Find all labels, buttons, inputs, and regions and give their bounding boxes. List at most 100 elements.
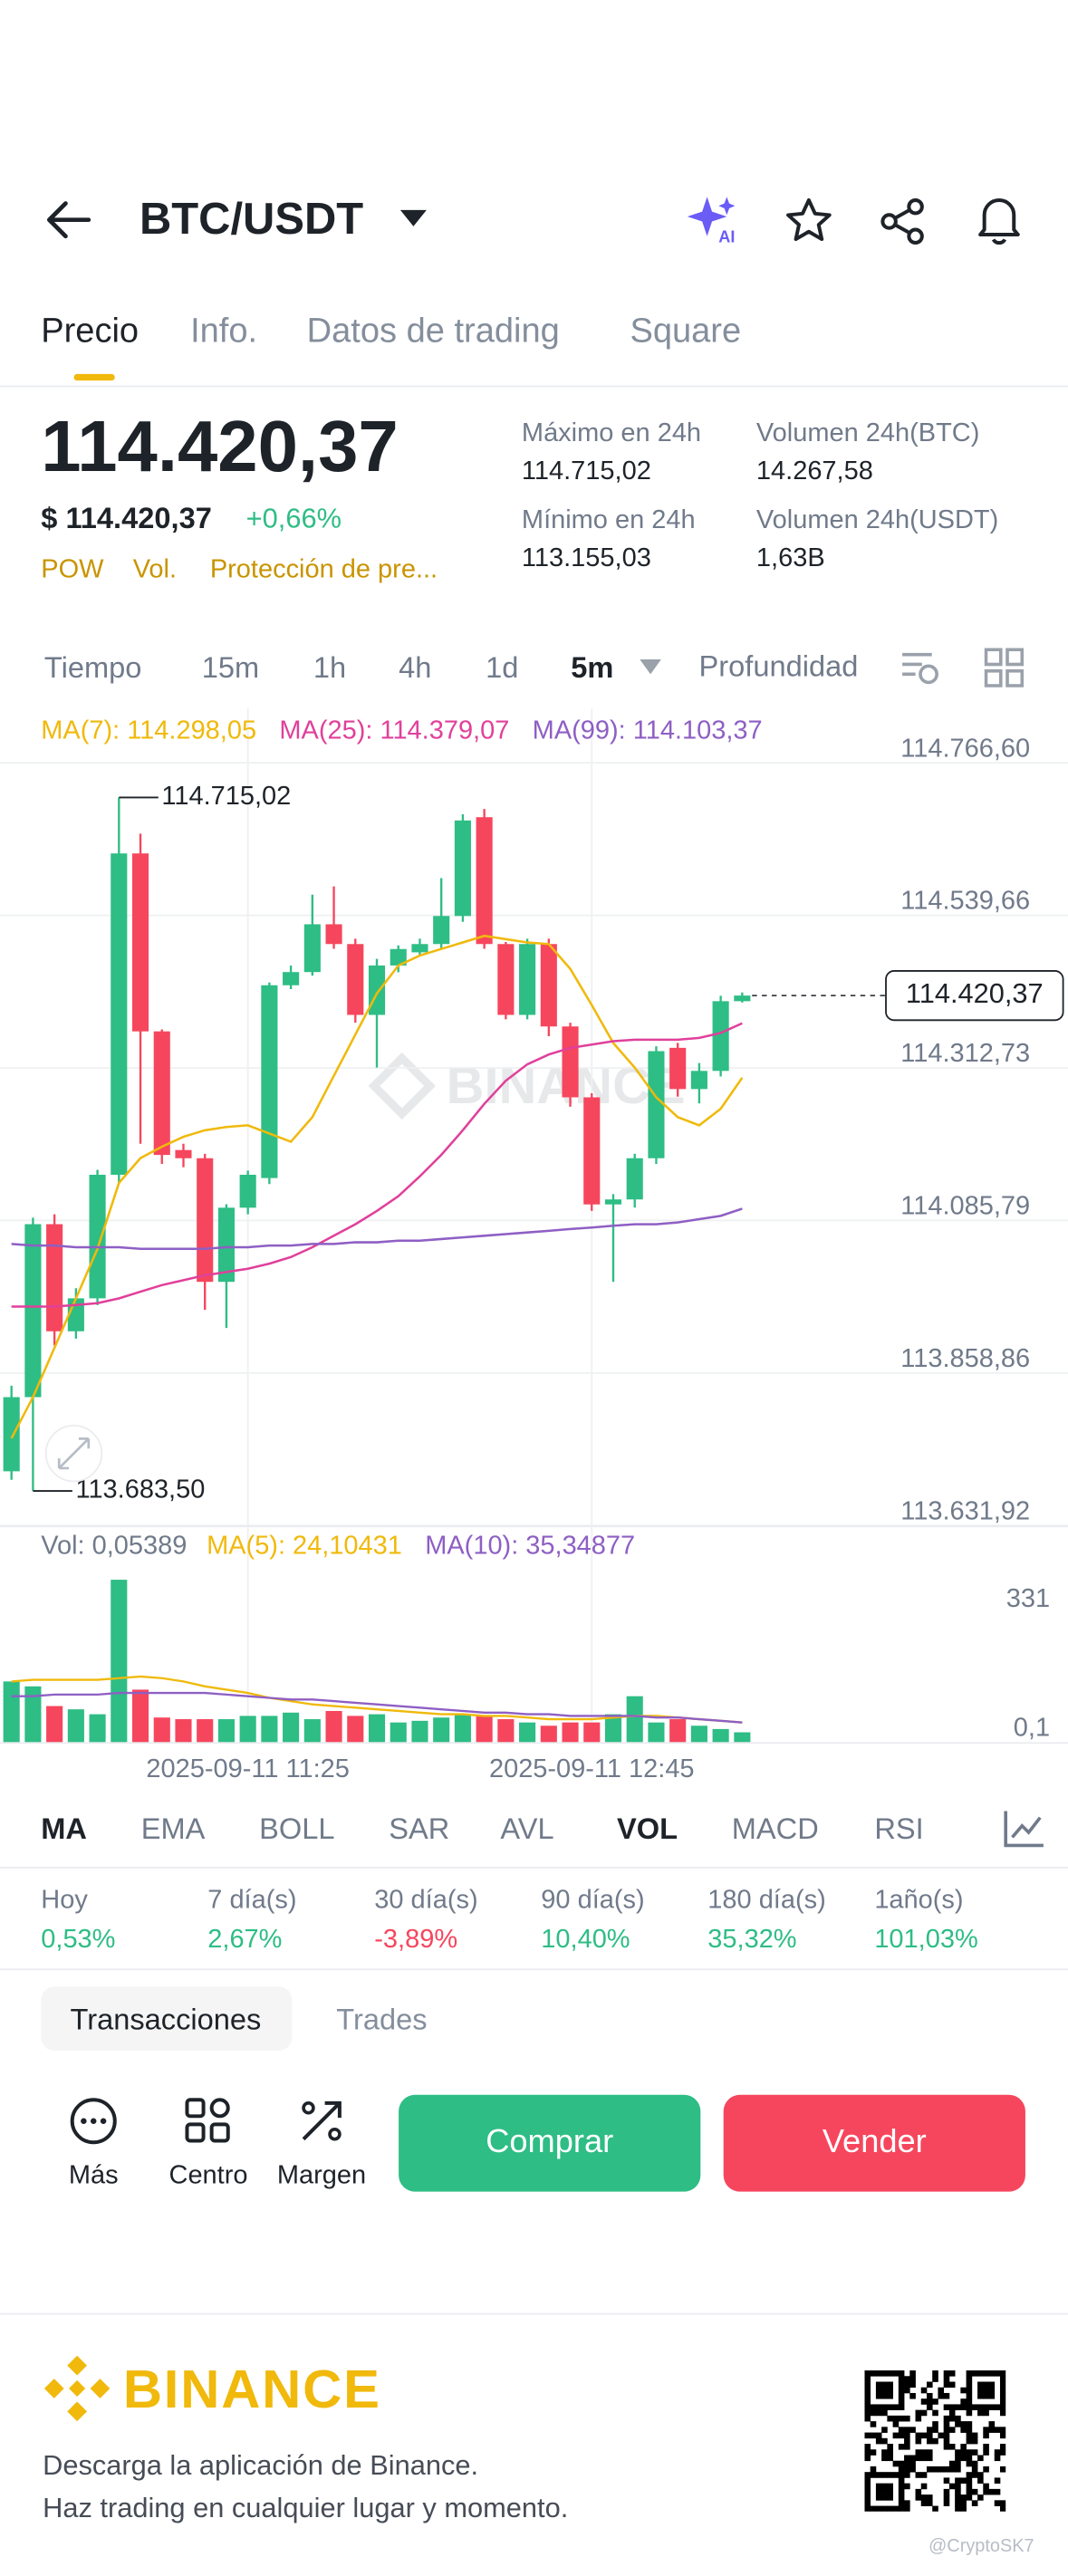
indicator[interactable]: MACD [731, 1812, 819, 1846]
share[interactable] [880, 197, 928, 245]
qr-module [887, 2505, 893, 2512]
volume-bar [626, 1696, 643, 1743]
order-tab[interactable]: Transacciones [70, 2003, 262, 2036]
qr-module [983, 2427, 989, 2433]
qr-module [943, 2415, 950, 2422]
pair[interactable]: BTC/USDT [139, 194, 364, 244]
qr-module [999, 2432, 1006, 2439]
interval[interactable]: Tiempo [43, 651, 142, 685]
qr-module [943, 2376, 950, 2382]
qr-module [881, 2404, 888, 2411]
qr-module [881, 2437, 888, 2445]
back-button[interactable] [43, 198, 91, 241]
candle-body [669, 1047, 687, 1090]
qr-module [898, 2404, 905, 2411]
qr-module [977, 2455, 984, 2462]
qr-module [988, 2370, 996, 2377]
candle-body [433, 916, 450, 945]
sell-button[interactable]: Vender [723, 2094, 1025, 2192]
qr-module [864, 2432, 871, 2439]
qr-module [955, 2421, 961, 2427]
qr-module [887, 2449, 893, 2456]
candle-body [519, 944, 536, 1015]
performance-value: 35,32% [707, 1926, 797, 1955]
qr-module [870, 2404, 877, 2411]
volume-bar [347, 1716, 364, 1743]
qr-module [898, 2460, 905, 2467]
tab-pill[interactable] [41, 1986, 293, 2051]
layout-toggle[interactable] [984, 648, 1025, 687]
tab[interactable]: Datos de trading [306, 312, 560, 351]
ma-line [11, 1022, 743, 1308]
qr-module [966, 2398, 973, 2405]
dropdown[interactable] [399, 208, 428, 228]
interval[interactable]: 4h [399, 651, 432, 685]
indicator[interactable]: BOLL [259, 1812, 335, 1846]
ai-button[interactable]: AI [686, 194, 742, 246]
action-label[interactable]: Margen [276, 2162, 367, 2190]
legend-entry: MA(5): 24,10431 [207, 1532, 402, 1561]
y-tick-label: 113.631,92 [900, 1496, 1030, 1525]
qr-module [898, 2398, 905, 2405]
chart-settings[interactable] [899, 648, 941, 687]
candle-body [648, 1051, 665, 1158]
margin-icon[interactable] [297, 2097, 346, 2146]
last-price-label: 114.420,37 [906, 977, 1044, 1009]
qr-module [983, 2444, 989, 2450]
interval-active[interactable]: 5m [571, 651, 614, 685]
volume-bar [46, 1706, 63, 1743]
more-icon[interactable] [69, 2097, 118, 2146]
center-icon[interactable] [184, 2097, 233, 2146]
qr-module [955, 2404, 961, 2411]
indicator[interactable]: EMA [140, 1812, 206, 1846]
qr-module [983, 2409, 989, 2417]
indicator[interactable]: VOL [616, 1812, 678, 1846]
performance-value: 2,67% [207, 1926, 283, 1955]
stat-value: 1,63B [755, 544, 825, 573]
interval-dropdown[interactable] [640, 659, 661, 675]
interval[interactable]: 1h [313, 651, 347, 685]
qr-module [988, 2381, 996, 2389]
indicator[interactable]: SAR [389, 1812, 450, 1846]
indicator[interactable]: AVL [500, 1812, 554, 1846]
qr-module [983, 2370, 989, 2377]
tab[interactable]: Info. [190, 312, 258, 351]
interval[interactable]: Profundidad [698, 649, 859, 683]
favorite[interactable] [784, 197, 833, 243]
interval[interactable]: 1d [486, 651, 519, 685]
indicator-settings[interactable] [1003, 1810, 1045, 1849]
alerts[interactable] [975, 194, 1024, 246]
tag[interactable]: Vol. [132, 555, 178, 584]
qr-module [926, 2432, 933, 2439]
action-label[interactable]: Centro [168, 2162, 248, 2190]
watermark-logo [368, 1052, 436, 1120]
qr-module [920, 2455, 928, 2462]
svg-text:AI: AI [718, 227, 735, 245]
order-tab[interactable]: Trades [336, 2003, 428, 2036]
action-label[interactable]: Más [68, 2162, 119, 2190]
tag[interactable]: Protección de pre... [209, 555, 438, 584]
tab[interactable]: Precio [41, 312, 140, 351]
volume-bar [239, 1716, 256, 1743]
performance-label: Hoy [41, 1886, 88, 1915]
qr-module [892, 2404, 900, 2411]
tab[interactable]: Square [630, 312, 742, 351]
candle-body [368, 965, 386, 1015]
qr-module [999, 2449, 1006, 2456]
volume-bar [669, 1719, 687, 1743]
qr-module [887, 2494, 893, 2501]
qr-module [915, 2494, 922, 2501]
indicator[interactable]: MA [41, 1812, 87, 1846]
qr-module [915, 2415, 922, 2422]
tag[interactable]: POW [41, 555, 104, 584]
candle-body [476, 817, 493, 945]
indicator[interactable]: RSI [874, 1812, 924, 1846]
qr-module [948, 2415, 956, 2422]
qr-module [887, 2404, 893, 2411]
buy-button[interactable]: Comprar [399, 2094, 701, 2192]
qr-module [881, 2455, 888, 2462]
qr-module [898, 2370, 905, 2377]
qr-module [966, 2392, 973, 2399]
interval[interactable]: 15m [201, 651, 260, 685]
qr-module [875, 2494, 882, 2501]
